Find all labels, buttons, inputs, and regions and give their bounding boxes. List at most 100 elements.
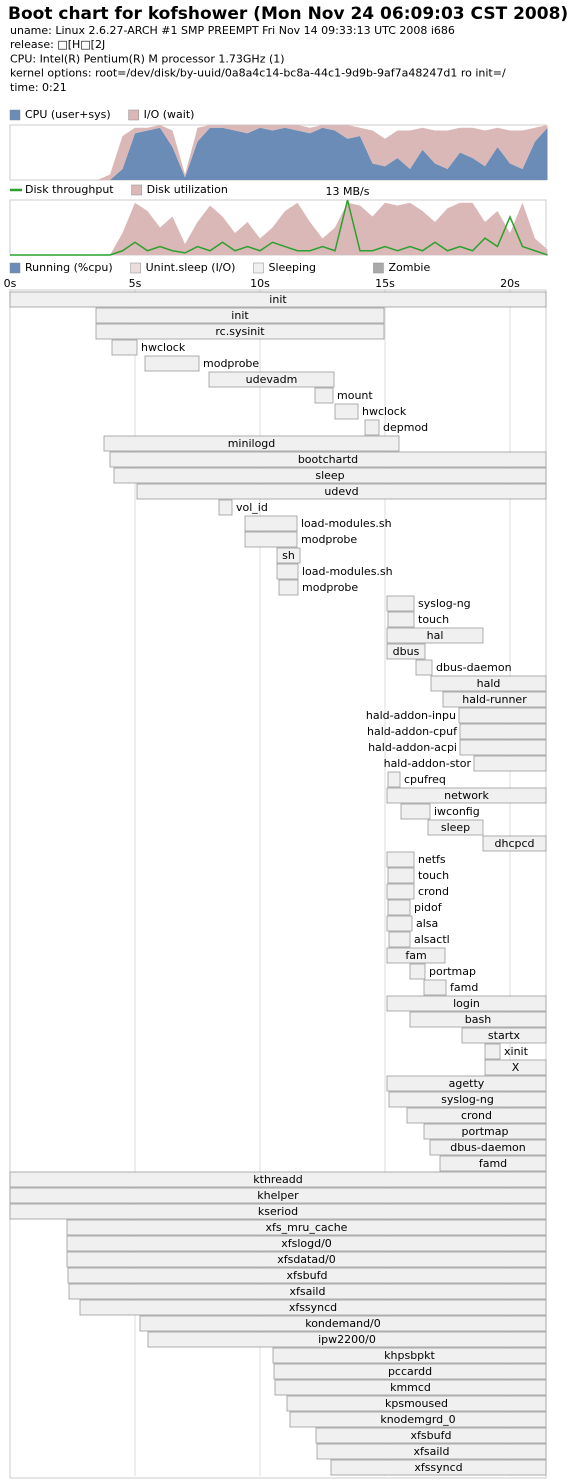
process-label: sleep — [441, 821, 470, 834]
process-label: netfs — [418, 853, 446, 866]
process-bar — [218, 499, 233, 516]
process-bar — [439, 1155, 547, 1172]
process-label: sleep — [315, 469, 344, 482]
process-bar — [484, 1059, 547, 1076]
line — [10, 199, 548, 256]
x-tick-label: 15s — [375, 277, 395, 290]
area — [10, 202, 548, 255]
process-label: hwclock — [141, 341, 186, 354]
process-label: touch — [418, 613, 449, 626]
process-bar — [113, 467, 547, 484]
process-label: khelper — [257, 1189, 299, 1202]
process-bar — [458, 707, 547, 724]
process-bar — [244, 515, 298, 532]
process-bar — [386, 787, 547, 804]
x-tick-label: 20s — [500, 277, 520, 290]
legend-swatch — [130, 262, 141, 274]
process-bar — [272, 1347, 547, 1364]
legend-swatch — [9, 109, 21, 121]
process-bar — [386, 1075, 547, 1092]
process-label: kpsmoused — [385, 1397, 448, 1410]
process-label: agetty — [449, 1077, 485, 1090]
process-bar — [111, 339, 138, 356]
process-label: login — [453, 997, 480, 1010]
process-label: modprobe — [301, 533, 357, 546]
legend-label: Disk throughput — [25, 183, 114, 196]
process-bar — [334, 403, 359, 420]
process-label: portmap — [462, 1125, 509, 1138]
legend-swatch — [9, 262, 21, 274]
process-label: dbus-daemon — [436, 661, 512, 674]
process-bar — [289, 1411, 547, 1428]
process-bar — [409, 1011, 547, 1028]
process-bar — [286, 1395, 547, 1412]
process-bar — [103, 435, 400, 452]
legend-swatch — [131, 184, 142, 196]
process-label: kthreadd — [253, 1173, 302, 1186]
process-bar — [276, 547, 301, 564]
x-tick-label: 0s — [4, 277, 17, 290]
process-bar — [147, 1331, 547, 1348]
process-bar — [387, 899, 411, 916]
process-bar — [429, 1139, 547, 1156]
process-bar — [95, 307, 385, 324]
process-bar — [244, 531, 298, 548]
process-bar — [387, 611, 415, 628]
header-line: release: □[H□[2J — [10, 38, 105, 51]
process-bar — [66, 1235, 547, 1252]
process-label: load-modules.sh — [301, 517, 392, 530]
process-label: fam — [405, 949, 426, 962]
process-bar — [386, 915, 413, 932]
legend-label: Zombie — [388, 261, 430, 274]
process-label: xfsaild — [290, 1285, 326, 1298]
process-bar — [9, 1171, 547, 1188]
process-bar — [482, 835, 547, 852]
legend-label: Unint.sleep (I/O) — [146, 261, 236, 274]
process-label: load-modules.sh — [302, 565, 393, 578]
process-bar — [415, 659, 433, 676]
process-label: udevadm — [246, 373, 298, 386]
legend-swatch — [128, 109, 139, 121]
process-bar — [386, 995, 547, 1012]
process-bar — [459, 723, 547, 740]
process-bar — [386, 595, 415, 612]
process-frame — [9, 289, 547, 1479]
process-label: cpufreq — [404, 773, 446, 786]
area — [10, 125, 548, 180]
process-label: hald-runner — [462, 693, 527, 706]
process-bar — [386, 947, 446, 964]
process-bar — [278, 579, 299, 596]
process-bar — [386, 627, 484, 644]
process-bar — [314, 387, 334, 404]
process-bar — [9, 291, 547, 308]
process-label: pidof — [414, 901, 443, 914]
process-label: xfsdatad/0 — [277, 1253, 336, 1266]
process-bar — [388, 931, 411, 948]
process-label: iwconfig — [434, 805, 480, 818]
process-label: xinit — [504, 1045, 529, 1058]
process-bar — [315, 1427, 547, 1444]
process-label: syslog-ng — [418, 597, 471, 610]
process-bar — [430, 675, 547, 692]
process-bar — [386, 643, 426, 660]
process-label: kondemand/0 — [305, 1317, 381, 1330]
process-label: pccardd — [388, 1365, 432, 1378]
process-bar — [316, 1443, 547, 1460]
legend-label: Disk utilization — [147, 183, 228, 196]
legend-swatch — [373, 262, 384, 274]
process-label: X — [512, 1061, 520, 1074]
chart-title: Boot chart for kofshower (Mon Nov 24 06:… — [8, 4, 568, 24]
process-bar — [406, 1107, 547, 1124]
process-label: famd — [479, 1157, 507, 1170]
process-label: depmod — [383, 421, 428, 434]
process-label: dbus-daemon — [450, 1141, 526, 1154]
process-bar — [388, 1091, 547, 1108]
process-bar — [136, 483, 547, 500]
legend-label: Sleeping — [268, 261, 316, 274]
process-bar — [442, 691, 547, 708]
process-bar — [273, 1363, 547, 1380]
process-bar — [208, 371, 335, 388]
process-label: modprobe — [203, 357, 259, 370]
process-bar — [484, 1043, 501, 1060]
